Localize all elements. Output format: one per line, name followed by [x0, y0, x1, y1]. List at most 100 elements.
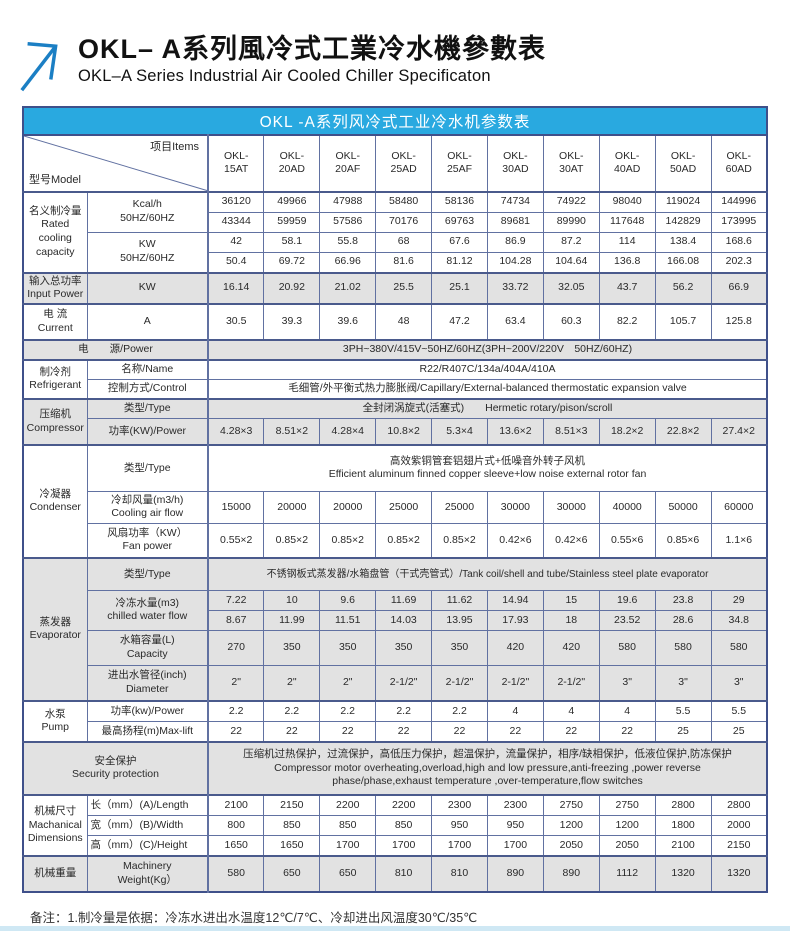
cell: 2.2	[431, 699, 488, 722]
cell: 13.95	[431, 609, 488, 631]
row-kcal-60hz: 43344 59959 57586 70176 69763 89681 8999…	[23, 211, 768, 233]
cell: 2-1/2"	[542, 664, 600, 702]
cell: 580	[654, 629, 712, 666]
cell: 42	[207, 231, 265, 253]
cell-evaporator-type: 不锈钢板式蒸发器/水箱盘管（干式壳管式）/Tank coil/shell and…	[207, 556, 768, 591]
page-subtitle: OKL–A Series Industrial Air Cooled Chill…	[78, 67, 491, 86]
cell: 173995	[710, 211, 768, 233]
model-header-row: 型号Model 项目Items OKL- 15AT OKL- 20AD OKL-…	[22, 134, 768, 193]
corner-items-label: 项目Items	[150, 141, 199, 153]
model-header: OKL- 50AD	[654, 134, 712, 193]
row-chilled-water-50hz: 冷冻水量(m3) chilled water flow 7.22 10 9.6 …	[23, 589, 768, 631]
cell: 1800	[654, 814, 712, 836]
row-label-comp-power: 功率(KW)/Power	[86, 417, 209, 446]
model-header: OKL- 30AD	[486, 134, 544, 193]
cell: 2.2	[375, 699, 433, 722]
cell: 47988	[319, 190, 377, 213]
page-title: OKL– A系列風冷式工業冷水機參數表	[78, 34, 547, 64]
row-label-pump-power: 功率(kw)/Power	[86, 699, 209, 722]
cell: 63.4	[486, 302, 544, 341]
cell: 74922	[542, 190, 600, 213]
cell: 68	[375, 231, 433, 253]
cell: 8.51×2	[263, 417, 321, 446]
model-header: OKL- 25AD	[375, 134, 433, 193]
row-label-cond-type: 类型/Type	[86, 443, 209, 492]
row-length: 机械尺寸 Machanical Dimensions 长（mm）(A)/Leng…	[22, 793, 768, 857]
cell: 22	[486, 720, 544, 743]
cell: 81.6	[375, 251, 433, 274]
cell: 2750	[542, 793, 600, 816]
row-label-width: 宽（mm）(B)/Width	[86, 814, 209, 836]
cell: 3"	[710, 664, 768, 702]
cell: 56.2	[654, 271, 712, 305]
cell: 580	[598, 629, 656, 666]
cell: 2200	[375, 793, 433, 816]
cell: 166.08	[654, 251, 712, 274]
cell: 22	[263, 720, 321, 743]
cell: 136.8	[598, 251, 656, 274]
row-fan-power: 风扇功率（KW） Fan power 0.55×2 0.85×2 0.85×2 …	[23, 522, 768, 559]
cell: 2.2	[263, 699, 321, 722]
cell: 70176	[375, 211, 433, 233]
row-label-evap-type: 类型/Type	[86, 556, 209, 591]
row-label-refr-name: 名称/Name	[86, 358, 209, 380]
cell: 28.6	[654, 609, 712, 631]
cell: 25.1	[431, 271, 488, 305]
row-label-height: 高（mm）(C)/Height	[86, 834, 209, 857]
cell: 0.42×6	[486, 522, 544, 559]
cell: 16.14	[207, 271, 265, 305]
cell: 36120	[207, 190, 265, 213]
cell: 15	[542, 589, 600, 611]
cell: 22	[207, 720, 265, 743]
row-compressor-power: 功率(KW)/Power 4.28×3 8.51×2 4.28×4 10.8×2…	[23, 417, 768, 446]
cell: 2.2	[207, 699, 265, 722]
row-label-security: 安全保护 Security protection	[22, 740, 209, 796]
cell-security: 压缩机过热保护，过流保护，高低压力保护，超温保护，流量保护，相序/缺相保护，低液…	[207, 740, 768, 796]
cell: 142829	[654, 211, 712, 233]
cell: 2"	[319, 664, 377, 702]
cell: 22	[375, 720, 433, 743]
row-label-pipe-diameter: 进出水管径(inch) Diameter	[86, 664, 209, 702]
cell: 1320	[654, 854, 712, 893]
cell: 43.7	[598, 271, 656, 305]
row-refrigerant-control: 控制方式/Control 毛细管/外平衡式热力膨胀阀/Capillary/Ext…	[23, 378, 768, 400]
cell: 2"	[263, 664, 321, 702]
cell: 1200	[542, 814, 600, 836]
cell: 5.5	[710, 699, 768, 722]
cell: 33.72	[486, 271, 544, 305]
row-label-weight-en: Machinery Weight(Kg）	[86, 854, 209, 893]
row-condenser-type: 冷凝器 Condenser 类型/Type 高效紫铜管套铝翅片式+低噪音外转子风…	[22, 443, 768, 559]
cell: 5.3×4	[431, 417, 488, 446]
row-max-lift: 最高扬程(m)Max-lift 22 22 22 22 22 22 22 22 …	[23, 720, 768, 743]
cell: 22	[598, 720, 656, 743]
row-kw-60hz: 50.4 69.72 66.96 81.6 81.12 104.28 104.6…	[23, 251, 768, 274]
cell-refrigerant-name: R22/R407C/134a/404A/410A	[207, 358, 768, 380]
cell: 420	[486, 629, 544, 666]
cell: 3"	[598, 664, 656, 702]
cell: 202.3	[710, 251, 768, 274]
cell: 2.2	[319, 699, 377, 722]
cell: 2-1/2"	[375, 664, 433, 702]
cell: 890	[542, 854, 600, 893]
cell: 2200	[319, 793, 377, 816]
cell: 11.69	[375, 589, 433, 611]
row-label-refr-control: 控制方式/Control	[86, 378, 209, 400]
cell: 1700	[486, 834, 544, 857]
cell: 58.1	[263, 231, 321, 253]
cell: 57586	[319, 211, 377, 233]
row-height: 高（mm）(C)/Height 1650 1650 1700 1700 1700…	[23, 834, 768, 857]
cell: 69763	[431, 211, 488, 233]
cell: 0.85×2	[263, 522, 321, 559]
cell: 580	[207, 854, 265, 893]
bottom-accent-strip	[0, 926, 790, 931]
cell: 22.8×2	[654, 417, 712, 446]
cell: 22	[319, 720, 377, 743]
row-label-airflow: 冷却风量(m3/h) Cooling air flow	[86, 490, 209, 524]
cell: 74734	[486, 190, 544, 213]
cell: 850	[319, 814, 377, 836]
cell: 950	[431, 814, 488, 836]
model-header: OKL- 20AF	[319, 134, 377, 193]
cell: 950	[486, 814, 544, 836]
cell: 87.2	[542, 231, 600, 253]
cell: 1320	[710, 854, 768, 893]
